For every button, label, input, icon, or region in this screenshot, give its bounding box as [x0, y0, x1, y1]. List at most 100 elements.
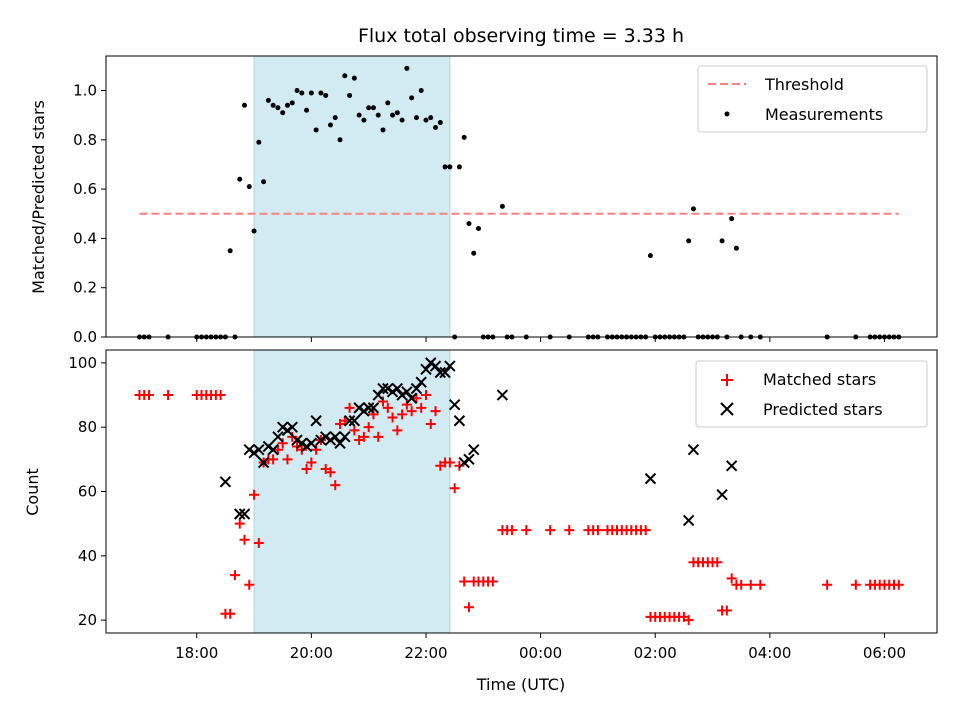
measurement-point: [471, 250, 477, 256]
matched-star-point: [378, 396, 388, 407]
matched-star-point: [282, 454, 293, 465]
measurement-point: [733, 245, 739, 251]
measurement-point: [442, 164, 448, 170]
predicted-star-point: [439, 366, 451, 379]
measurement-point: [719, 238, 725, 244]
predicted-star-point: [415, 376, 427, 388]
matched-star-point: [721, 605, 732, 616]
matched-star-point: [545, 525, 556, 536]
measurement-point: [366, 105, 372, 111]
matched-star-point: [306, 457, 317, 468]
predicted-star-point: [234, 508, 246, 520]
matched-star-point: [712, 557, 723, 568]
predicted-star-point: [401, 386, 413, 398]
matched-star-point: [287, 431, 298, 442]
y-tick-label: 0.4: [73, 229, 97, 247]
matched-star-point: [296, 444, 307, 455]
measurement-point: [323, 92, 329, 98]
x-tick-label: 02:00: [634, 644, 677, 662]
matched-star-point: [416, 402, 427, 413]
predicted-star-point: [305, 437, 318, 449]
measurement-point: [299, 90, 305, 96]
predicted-star-point: [391, 382, 404, 395]
matched-star-point: [363, 422, 374, 433]
matched-star-point: [411, 393, 422, 404]
predicted-star-point: [329, 431, 341, 443]
matched-star-point: [301, 463, 312, 474]
measurement-point: [227, 248, 233, 254]
predicted-star-point: [257, 456, 270, 469]
measurement-point: [466, 221, 472, 227]
matched-star-point: [234, 518, 245, 529]
predicted-star-point: [339, 431, 351, 443]
matched-star-point: [143, 390, 154, 401]
matched-star-point: [736, 579, 747, 590]
matched-star-point: [339, 415, 350, 426]
predicted-star-point: [343, 415, 356, 427]
measurement-point: [289, 100, 295, 106]
measurement-point: [418, 88, 424, 94]
matched-star-point: [463, 602, 474, 613]
matched-star-point: [592, 525, 603, 536]
measurement-point: [647, 253, 653, 259]
measurement-point: [428, 115, 434, 121]
predicted-star-point: [272, 431, 284, 443]
predicted-legend-swatch: [720, 402, 734, 416]
y-tick-label: 60: [78, 483, 97, 501]
matched-star-point: [387, 412, 398, 423]
predicted-star-point: [687, 443, 700, 456]
measurement-point: [332, 115, 338, 121]
measurement-point: [375, 112, 381, 118]
measurement-point: [308, 90, 314, 96]
measurement-point: [437, 120, 443, 126]
matched-star-point: [397, 409, 408, 420]
matched-star-point: [349, 425, 360, 436]
measurement-point: [476, 226, 482, 232]
measurement-point: [394, 110, 400, 116]
predicted-star-point: [253, 443, 265, 456]
measurement-point: [729, 216, 735, 222]
measurement-point: [342, 73, 348, 79]
matched-star-point: [822, 579, 833, 590]
chart-title: Flux total observing time = 3.33 h: [358, 25, 684, 47]
predicted-star-point: [348, 415, 361, 427]
predicted-star-point: [286, 421, 298, 433]
measurement-point: [261, 179, 267, 185]
matched-legend-label: Matched stars: [763, 370, 876, 389]
measurement-point: [280, 110, 286, 116]
predicted-star-point: [444, 360, 456, 372]
predicted-legend-label: Predicted stars: [763, 400, 883, 419]
predicted-star-point: [367, 402, 380, 414]
measurement-point: [251, 228, 257, 234]
measurement-point: [347, 92, 353, 98]
top-panel: 0.0 0.2 0.4 0.6 0.8 1.0 Matched/Predicted sta…: [29, 55, 938, 346]
matched-star-point: [311, 444, 322, 455]
measurement-point: [304, 107, 310, 113]
matched-star-point: [268, 454, 279, 465]
measurement-point: [246, 184, 252, 190]
top-y-axis-label: Matched/Predicted stars: [29, 100, 48, 294]
matched-star-point: [325, 467, 336, 478]
y-tick-label: 1.0: [73, 82, 97, 100]
matched-star-point: [401, 399, 412, 410]
measurement-point: [409, 95, 415, 101]
matched-star-point: [368, 409, 379, 420]
measurement-point: [447, 164, 453, 170]
predicted-star-point: [644, 472, 657, 485]
matched-star-point: [344, 402, 355, 413]
shaded-span-top: [253, 55, 451, 338]
measurement-point: [270, 102, 276, 108]
predicted-star-point: [362, 402, 375, 414]
predicted-star-point: [405, 392, 418, 404]
predicted-star-point: [334, 437, 346, 449]
top-legend-box: [697, 65, 928, 133]
measurement-point: [390, 112, 396, 118]
matched-star-point: [850, 579, 861, 590]
predicted-star-point: [725, 460, 738, 472]
predicted-star-point: [463, 453, 475, 466]
matched-star-point: [382, 402, 393, 413]
predicted-star-point: [310, 415, 322, 427]
matched-star-point: [358, 431, 369, 442]
measurement-point: [237, 176, 243, 182]
